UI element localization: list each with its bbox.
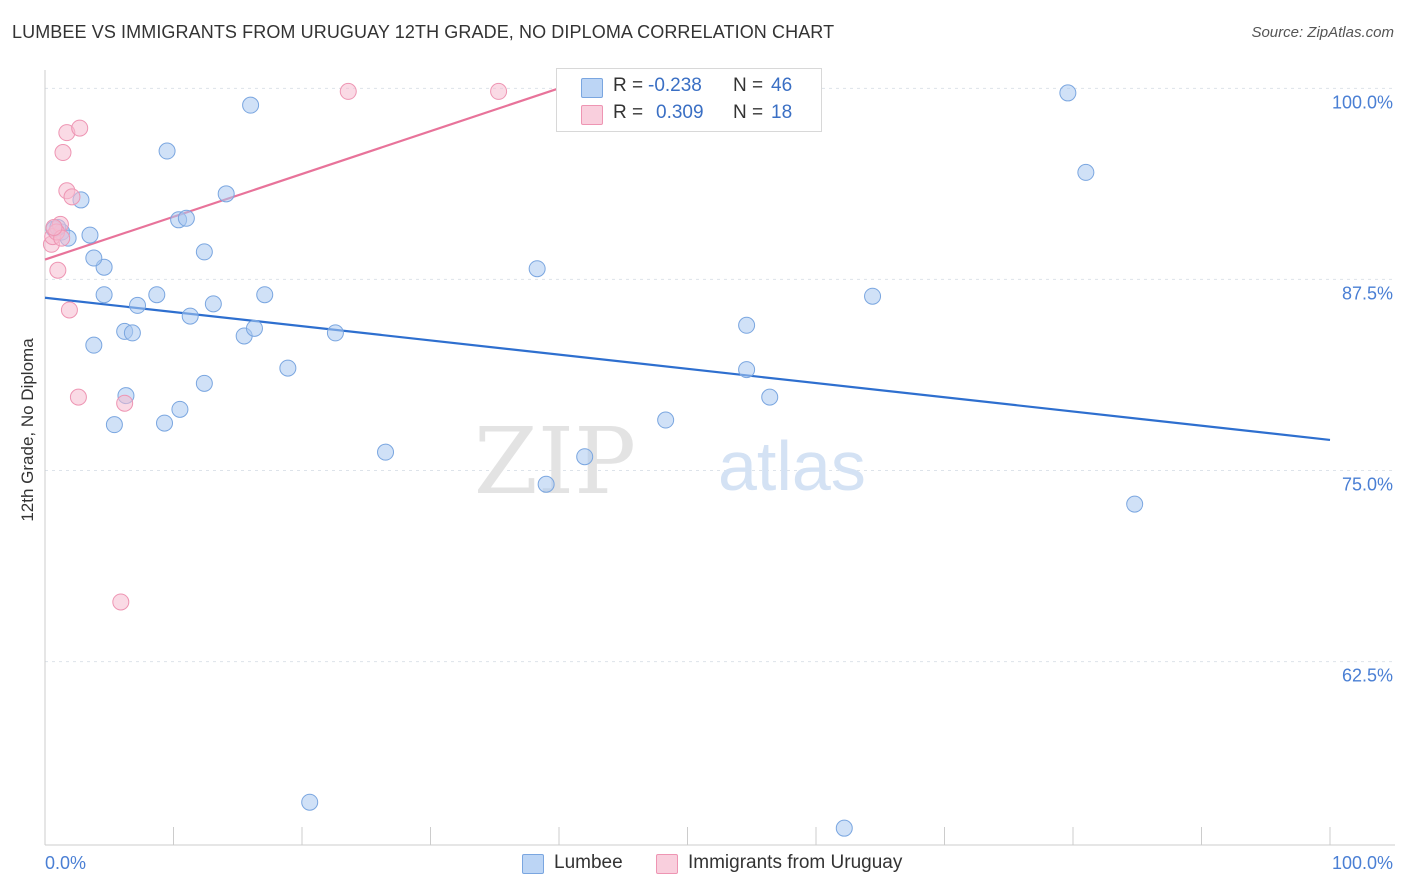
lumbee-point — [256, 286, 274, 304]
legend-n-label: N = — [733, 102, 764, 123]
lumbee-point — [81, 226, 99, 244]
uruguay-point — [63, 188, 81, 206]
y-axis-label: 12th Grade, No Diploma — [18, 338, 37, 522]
lumbee-point — [738, 316, 756, 334]
lumbee-point — [123, 324, 141, 342]
axes — [44, 70, 1395, 846]
bottom-legend-swatch-pink — [656, 854, 678, 874]
legend-n-value-pink: 18 — [771, 102, 793, 123]
lumbee-point — [528, 260, 546, 278]
uruguay-point — [49, 261, 67, 279]
lumbee-point — [148, 286, 166, 304]
y-tick-label: 75.0% — [1342, 474, 1393, 494]
lumbee-point — [129, 296, 147, 314]
lumbee-point — [156, 414, 174, 432]
lumbee-point — [177, 209, 195, 227]
uruguay-trend-line — [44, 87, 560, 261]
data-points — [42, 82, 1144, 837]
lumbee-point — [1126, 495, 1144, 513]
lumbee-point — [217, 185, 235, 203]
uruguay-point — [116, 394, 134, 412]
lumbee-point — [181, 307, 199, 325]
lumbee-point — [657, 411, 675, 429]
lumbee-point — [835, 819, 853, 837]
lumbee-point — [105, 416, 123, 434]
lumbee-point — [245, 319, 263, 337]
legend-r-label: R = — [613, 75, 644, 96]
uruguay-point — [112, 593, 130, 611]
lumbee-point — [85, 336, 103, 354]
grid-lines — [45, 87, 1395, 663]
legend-n-label: N = — [733, 75, 764, 96]
x-tick-label: 100.0% — [1332, 853, 1393, 873]
lumbee-point — [95, 286, 113, 304]
bottom-legend-swatch-blue — [522, 854, 544, 874]
legend-r-label: R = — [613, 102, 644, 123]
lumbee-trend-line — [44, 296, 1331, 442]
watermark-zip: ZIP — [474, 408, 636, 515]
lumbee-point — [761, 388, 779, 406]
uruguay-point — [54, 144, 72, 162]
lumbee-point — [279, 359, 297, 377]
watermark-atlas: atlas — [718, 427, 866, 505]
trend-lines — [44, 87, 1331, 442]
uruguay-point — [71, 119, 89, 137]
legend-r-value-blue: -0.238 — [648, 75, 702, 96]
lumbee-point — [1059, 84, 1077, 102]
y-tick-label: 62.5% — [1342, 666, 1393, 686]
lumbee-point — [301, 793, 319, 811]
bottom-legend-label-blue: Lumbee — [554, 852, 623, 873]
bottom-legend-lumbee: Lumbee — [522, 852, 642, 876]
lumbee-point — [242, 96, 260, 114]
lumbee-point — [171, 400, 189, 418]
tick-labels: 100.0% 87.5% 75.0% 62.5% 0.0% 100.0% — [45, 92, 1393, 873]
uruguay-point — [69, 388, 87, 406]
x-tick-label: 0.0% — [45, 853, 86, 873]
uruguay-point — [490, 82, 508, 100]
watermark: ZIP atlas — [474, 408, 866, 515]
lumbee-point — [195, 374, 213, 392]
legend-r-value-pink: 0.309 — [656, 102, 704, 123]
lumbee-point — [738, 361, 756, 379]
lumbee-point — [576, 448, 594, 466]
lumbee-point — [864, 287, 882, 305]
y-tick-label: 100.0% — [1332, 92, 1393, 112]
lumbee-point — [1077, 163, 1095, 181]
lumbee-point — [195, 243, 213, 261]
lumbee-point — [204, 295, 222, 313]
uruguay-point — [45, 218, 63, 236]
bottom-legend-label-pink: Immigrants from Uruguay — [688, 852, 903, 873]
legend-n-value-blue: 46 — [771, 75, 793, 96]
lumbee-point — [377, 443, 395, 461]
legend-swatch-pink — [581, 105, 603, 125]
bottom-legend-uruguay: Immigrants from Uruguay — [656, 852, 936, 876]
y-tick-label: 87.5% — [1342, 283, 1393, 303]
source-label: Source: ZipAtlas.com — [1251, 24, 1394, 41]
chart-title: LUMBEE VS IMMIGRANTS FROM URUGUAY 12TH G… — [12, 22, 835, 42]
legend-swatch-blue — [581, 78, 603, 98]
lumbee-point — [326, 324, 344, 342]
lumbee-point — [158, 142, 176, 160]
uruguay-point — [339, 82, 357, 100]
lumbee-point — [85, 249, 103, 267]
y-axis-label-container: 12th Grade, No Diploma — [8, 230, 48, 630]
uruguay-point — [60, 301, 78, 319]
correlation-legend: R = -0.238 N = 46 R = 0.309 N = 18 — [556, 68, 822, 132]
lumbee-point — [537, 475, 555, 493]
